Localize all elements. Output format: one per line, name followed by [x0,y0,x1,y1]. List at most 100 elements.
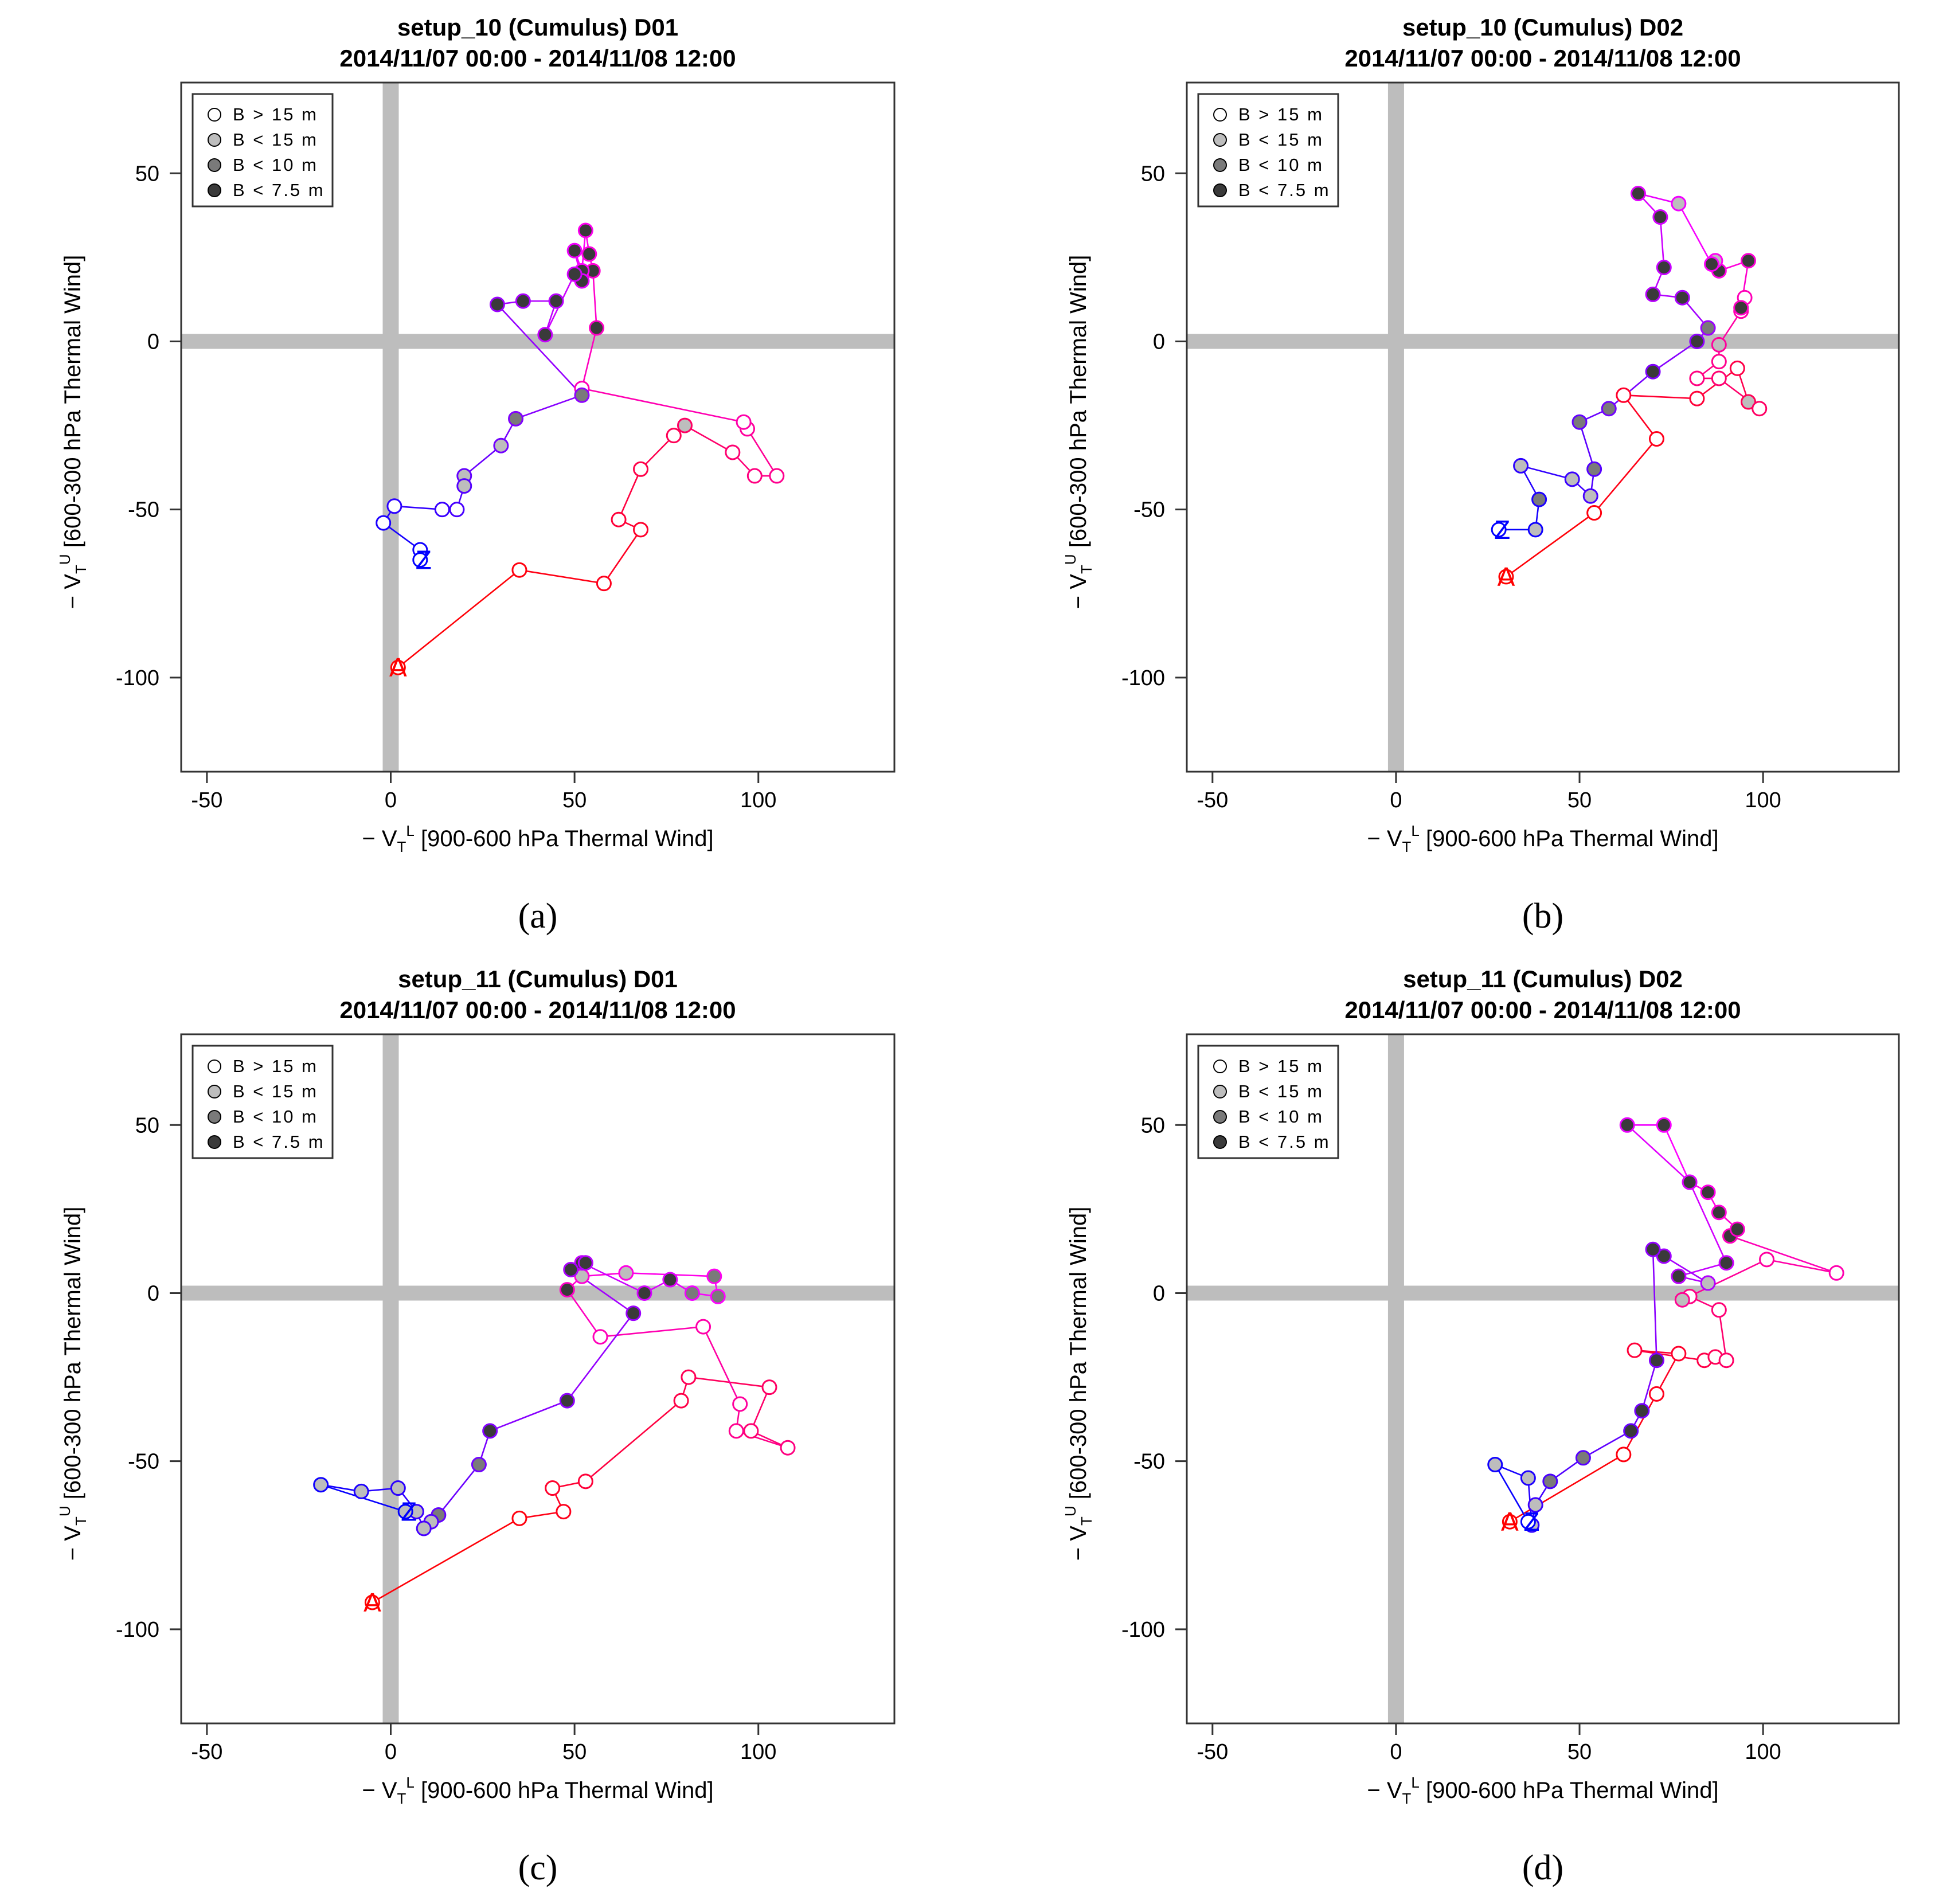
legend-marker [208,183,221,197]
track-segment [1641,1360,1657,1412]
data-point [1689,333,1705,349]
y-tick-label: -50 [1133,498,1165,522]
x-axis-label-rest: [900-600 hPa Thermal Wind] [415,1778,714,1803]
data-point [489,296,505,312]
data-point [1601,401,1617,417]
data-point [1616,387,1632,403]
data-point [1531,491,1547,507]
data-point [761,1379,777,1395]
data-point [313,1477,329,1493]
data-point [1718,1352,1734,1369]
track-segment [1623,394,1657,440]
data-point [1542,1473,1558,1489]
data-point [1671,196,1687,212]
data-point [611,511,627,527]
chart-title: setup_11 (Cumulus) D02 [1403,965,1683,992]
y-axis-label-sub: T [72,565,89,574]
data-point [677,417,693,433]
data-point [728,1423,744,1439]
track-segment [1582,1430,1632,1459]
legend-marker [1213,1135,1227,1149]
data-point [1586,505,1602,521]
chart-panel-4: setup_11 (Cumulus) D02 2014/11/07 00:00 -… [1062,965,1900,1887]
legend: B > 15 m B < 15 m B < 10 m B < 7.5 m [1197,1045,1339,1159]
track-segment [1730,1235,1837,1274]
data-point [1527,522,1543,538]
legend-label: B < 15 m [233,130,318,150]
y-axis-label-sup: U [1062,554,1079,565]
x-axis-label: − VTL [900-600 hPa Thermal Wind] [1367,1774,1718,1807]
x-tick-label: 100 [740,788,776,812]
track-segment [581,388,744,423]
start-label: A [1501,1507,1519,1537]
chart-subtitle: 2014/11/07 00:00 - 2014/11/08 12:00 [1344,45,1741,72]
chart-panel-3: setup_11 (Cumulus) D01 2014/11/07 00:00 -… [56,965,896,1887]
y-tick-label: -100 [116,1618,159,1642]
track-segment [585,1400,682,1482]
legend: B > 15 m B < 15 m B < 10 m B < 7.5 m [191,1045,334,1159]
data-point [545,1480,561,1496]
data-point [386,498,402,514]
data-point [1582,488,1598,504]
track-segment [581,327,597,389]
data-point [746,468,763,484]
data-point [1741,253,1757,269]
y-tick-label: -100 [1121,1618,1165,1642]
y-tick-label: 50 [1141,1113,1165,1137]
data-point [1711,1302,1727,1318]
data-point [1741,394,1757,410]
x-axis-label: − VTL [900-600 hPa Thermal Wind] [362,822,713,855]
legend: B > 15 m B < 15 m B < 10 m B < 7.5 m [191,93,334,208]
legend-label: B > 15 m [233,1056,318,1076]
x-tick-label: 100 [1745,788,1781,812]
data-point [456,478,472,494]
data-point [511,562,527,578]
data-point [434,502,450,518]
y-axis-label-main: − V [60,574,85,609]
data-point [1648,1386,1664,1402]
y-axis-label-sup: U [56,1506,73,1516]
legend-label: B < 7.5 m [1238,1132,1331,1152]
x-tick-label: 100 [1745,1740,1781,1764]
end-label: Z [1494,515,1510,545]
x-axis-label-rest: [900-600 hPa Thermal Wind] [415,826,714,851]
chart-panel-1: setup_10 (Cumulus) D01 2014/11/07 00:00 -… [56,14,896,936]
y-axis-label-rest: [600-300 hPa Thermal Wind] [60,255,85,554]
data-point [390,659,406,675]
track-segment [519,569,604,584]
track-segment [497,304,583,396]
data-point [563,1261,579,1277]
data-point [1616,1446,1632,1463]
data-point [1645,363,1661,380]
y-axis-label-sub: T [1078,1516,1095,1526]
legend-label: B < 10 m [233,1107,318,1127]
data-point [1627,1342,1643,1358]
legend-marker [208,1059,221,1073]
x-tick-label: 100 [740,1740,776,1764]
x-axis-label: − VTL [900-600 hPa Thermal Wind] [362,1774,713,1807]
data-point [1520,1470,1536,1486]
data-point [743,1423,759,1439]
track-segment [702,1326,741,1405]
track-segment [600,1326,703,1338]
start-label: A [1498,562,1515,592]
data-point [493,437,509,453]
track-segment [1688,1182,1727,1264]
plot-frame [1186,1033,1900,1725]
data-point [1491,522,1507,538]
data-point [1575,1450,1591,1466]
data-point [566,266,583,282]
y-axis-label-main: − V [1066,574,1091,609]
data-point [581,246,597,262]
data-point [515,293,531,309]
track-segment [1623,394,1697,400]
track-segment [372,1518,520,1604]
data-point [706,1268,722,1284]
data-point [397,1504,413,1520]
data-point [1520,1514,1536,1530]
legend-marker [1213,133,1227,147]
legend: B > 15 m B < 15 m B < 10 m B < 7.5 m [1197,93,1339,208]
legend-marker [208,1110,221,1124]
track-segment [1663,1255,1709,1284]
x-tick-label: 0 [1390,788,1402,812]
